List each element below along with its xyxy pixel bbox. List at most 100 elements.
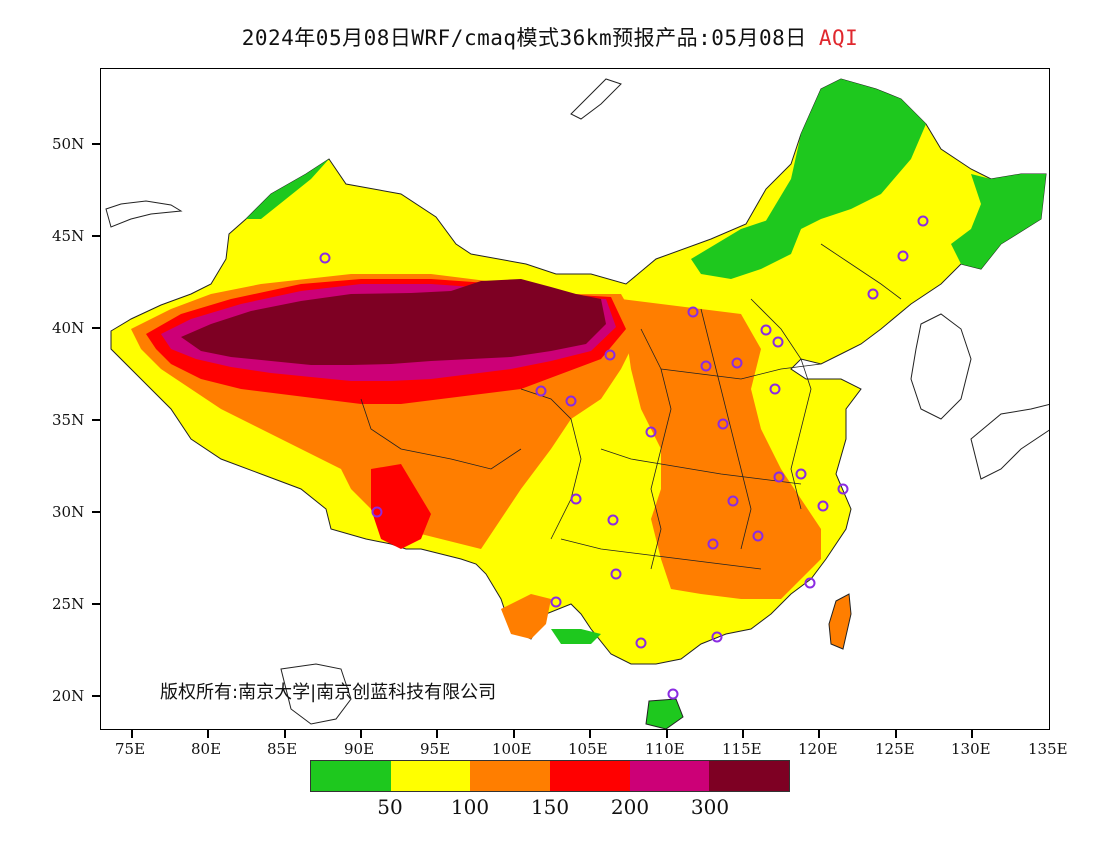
lat-label: 35N xyxy=(52,411,85,429)
city-marker xyxy=(837,483,849,495)
city-marker xyxy=(604,349,616,361)
lon-label: 130E xyxy=(951,740,991,758)
city-marker xyxy=(635,637,647,649)
city-marker xyxy=(610,568,622,580)
city-marker xyxy=(645,426,657,438)
lat-label: 30N xyxy=(52,503,85,521)
lon-tick xyxy=(207,730,209,738)
southeast-asia-coastline xyxy=(280,663,352,725)
japan-coastline xyxy=(970,403,1049,480)
legend-swatch-0 xyxy=(311,761,391,791)
city-marker xyxy=(319,252,331,264)
lon-tick xyxy=(360,730,362,738)
city-markers xyxy=(319,215,929,700)
lat-tick xyxy=(92,695,100,697)
lon-label: 120E xyxy=(798,740,838,758)
lon-tick xyxy=(284,730,286,738)
aqi-zone-green-northeast xyxy=(761,79,926,249)
sakhalin-coastline xyxy=(570,78,622,120)
lat-tick xyxy=(92,603,100,605)
city-marker xyxy=(731,357,743,369)
aqi-map-panel xyxy=(100,68,1050,730)
lat-tick xyxy=(92,143,100,145)
lat-tick xyxy=(92,235,100,237)
lon-label: 100E xyxy=(492,740,532,758)
city-marker xyxy=(804,577,816,589)
lon-tick xyxy=(666,730,668,738)
aqi-zone-maroon xyxy=(181,279,606,365)
city-marker xyxy=(752,530,764,542)
title-variable: AQI xyxy=(818,26,859,50)
lat-tick xyxy=(92,327,100,329)
lon-label: 80E xyxy=(191,740,222,758)
aqi-zone-orange-east xyxy=(621,299,821,599)
map-title: 2024年05月08日WRF/cmaq模式36km预报产品:05月08日 AQI xyxy=(0,22,1100,52)
aqi-zone-green-hainan xyxy=(645,698,684,729)
city-marker xyxy=(769,383,781,395)
city-marker xyxy=(717,418,729,430)
lon-label: 95E xyxy=(420,740,451,758)
aqi-zone-green-xinjiang-north xyxy=(246,159,329,219)
legend-swatch-3 xyxy=(550,761,630,791)
city-marker xyxy=(773,471,785,483)
aqi-zone-green-east xyxy=(951,174,1046,269)
lat-tick xyxy=(92,419,100,421)
lon-label: 90E xyxy=(344,740,375,758)
lon-label: 75E xyxy=(115,740,146,758)
aqi-zone-green-guangxi xyxy=(551,629,601,644)
lon-label: 135E xyxy=(1028,740,1068,758)
city-marker xyxy=(700,360,712,372)
legend-threshold: 150 xyxy=(530,795,570,819)
taiwan-island xyxy=(828,593,852,650)
city-marker xyxy=(565,395,577,407)
city-marker xyxy=(550,596,562,608)
city-marker xyxy=(817,500,829,512)
aqi-zone-green-inner-mongolia xyxy=(691,219,801,279)
aqi-zone-orange-south xyxy=(501,594,551,639)
city-marker xyxy=(707,538,719,550)
legend-swatch-5 xyxy=(709,761,790,791)
city-marker xyxy=(867,288,879,300)
city-marker xyxy=(371,506,383,518)
city-marker xyxy=(570,493,582,505)
lon-tick xyxy=(818,730,820,738)
legend-threshold: 100 xyxy=(450,795,490,819)
lon-tick xyxy=(513,730,515,738)
city-marker xyxy=(772,336,784,348)
aqi-legend-bar xyxy=(310,760,790,792)
caspian-coastline xyxy=(105,200,183,228)
korea-japan-coastline xyxy=(910,313,972,420)
lat-tick xyxy=(92,511,100,513)
legend-swatch-1 xyxy=(390,761,471,791)
lat-label: 50N xyxy=(52,135,85,153)
lon-tick xyxy=(742,730,744,738)
city-marker xyxy=(917,215,929,227)
lon-label: 115E xyxy=(722,740,762,758)
city-marker xyxy=(795,468,807,480)
lat-label: 20N xyxy=(52,687,85,705)
legend-threshold: 50 xyxy=(377,795,403,819)
lat-label: 45N xyxy=(52,227,85,245)
legend-swatch-2 xyxy=(470,761,551,791)
legend-swatch-4 xyxy=(629,761,710,791)
aqi-zone-red-tibet xyxy=(371,464,431,549)
china-aqi-map xyxy=(105,78,1049,729)
city-marker xyxy=(667,688,679,700)
lon-label: 85E xyxy=(267,740,298,758)
lon-label: 125E xyxy=(875,740,915,758)
legend-threshold: 200 xyxy=(610,795,650,819)
city-marker xyxy=(687,306,699,318)
lat-label: 40N xyxy=(52,319,85,337)
city-marker xyxy=(535,385,547,397)
legend-threshold: 300 xyxy=(690,795,730,819)
city-marker xyxy=(760,324,772,336)
lat-label: 25N xyxy=(52,595,85,613)
city-marker xyxy=(607,514,619,526)
city-marker xyxy=(711,631,723,643)
lon-tick xyxy=(589,730,591,738)
city-marker xyxy=(727,495,739,507)
copyright-text: 版权所有:南京大学|南京创蓝科技有限公司 xyxy=(160,682,497,703)
province-borders xyxy=(360,243,902,570)
lon-tick xyxy=(131,730,133,738)
title-text: 2024年05月08日WRF/cmaq模式36km预报产品:05月08日 xyxy=(241,26,807,50)
